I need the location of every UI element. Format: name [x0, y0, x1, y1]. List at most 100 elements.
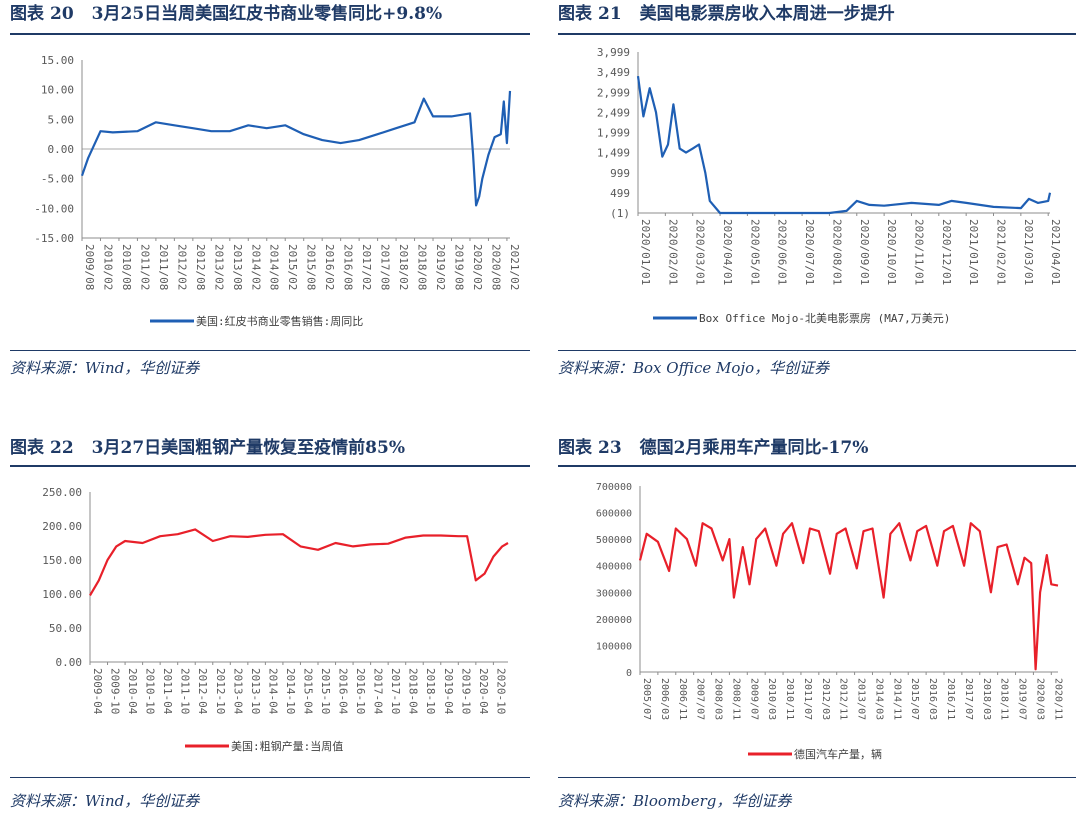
x-tick-label: 2014/03	[873, 678, 884, 720]
x-tick-label: 2021/02	[508, 244, 521, 290]
panel-title-label: 图表	[558, 4, 592, 24]
x-tick-label: 2020/04/01	[721, 219, 734, 285]
x-tick-label: 2012-10	[214, 668, 227, 714]
x-tick-label: 2020/10/01	[885, 219, 898, 285]
x-tick-label: 2006/11	[677, 678, 688, 720]
series-line	[638, 522, 1059, 671]
y-tick-label: 250.00	[42, 486, 82, 499]
x-tick-label: 2013-10	[249, 668, 262, 714]
x-tick-label: 2016/08	[342, 244, 355, 290]
x-tick-label: 2019-04	[442, 668, 455, 715]
x-tick-label: 2015/08	[305, 244, 318, 290]
y-tick-label: 3,499	[597, 66, 630, 79]
x-tick-label: 2017/08	[379, 244, 392, 290]
panel-21: 图表 21 美国电影票房收入本周进一步提升 3,999 3,499 2,999 2,499…	[558, 0, 1080, 390]
x-tick-label: 2009-04	[91, 668, 104, 715]
x-tick-label: 2016/02	[323, 244, 336, 290]
x-tick-label: 2021/02/01	[995, 219, 1008, 285]
y-tick-label: 500000	[596, 535, 632, 546]
y-tick-label: -15.00	[34, 232, 74, 245]
chart-box-office: 3,999 3,499 2,999 2,499 1,999 1,499 999 499 (1) 2…	[597, 46, 1062, 325]
x-tick-label: 2014-10	[284, 668, 297, 714]
y-tick-label: 1,999	[597, 127, 630, 140]
x-tick-label: 2020/03/01	[694, 219, 707, 285]
x-tick-label: 2017-10	[389, 668, 402, 714]
panel-title: 图表 20 3月25日当周美国红皮书商业零售同比+9.8%	[10, 0, 442, 28]
title-underline	[10, 465, 530, 467]
legend-label: 美国:粗钢产量:当周值	[231, 739, 343, 753]
x-tick-label: 2021/04/01	[1049, 219, 1062, 285]
y-tick-label: 1,499	[597, 147, 630, 160]
panel-title-text: 德国2月乘用车产量同比-17%	[639, 438, 869, 458]
x-tick-label: 2015-04	[301, 668, 314, 715]
x-tick-label: 2019/07	[1017, 678, 1028, 720]
x-tick-label: 2020/11	[1052, 678, 1063, 720]
x-tick-label: 2020/02	[471, 244, 484, 290]
x-tick-label: 2018/02	[397, 244, 410, 290]
x-tick-label: 2017-04	[372, 668, 385, 715]
y-tick-label: 600000	[596, 509, 632, 520]
x-tick-label: 2009/08	[83, 244, 96, 290]
y-tick-label: 10.00	[41, 84, 74, 97]
x-tick-label: 2020/05/01	[748, 219, 761, 285]
x-tick-label: 2008/03	[713, 678, 724, 720]
x-tick-label: 2006/03	[659, 678, 670, 720]
x-tick-label: 2020/11/01	[912, 219, 925, 285]
x-tick-label: 2011/08	[157, 244, 170, 290]
x-tick-label: 2010/02	[101, 244, 114, 290]
x-tick-label: 2016-10	[354, 668, 367, 714]
panel-title-number: 21	[598, 4, 622, 24]
x-tick-label: 2012/11	[838, 678, 849, 720]
x-tick-label: 2020-10	[494, 668, 507, 714]
y-tick-label: 100.00	[42, 588, 82, 601]
x-tick-label: 2013-04	[231, 668, 244, 715]
source-note: 资料来源：Bloomberg，华创证券	[558, 792, 792, 810]
panel-title-label: 图表	[558, 438, 592, 458]
x-tick-label: 2019/02	[434, 244, 447, 290]
x-tick-label: 2009/07	[748, 678, 759, 720]
x-tick-label: 2020/01/01	[639, 219, 652, 285]
y-tick-label: 5.00	[48, 113, 75, 126]
panel-23: 图表 23 德国2月乘用车产量同比-17% 700000 600000 500000 40…	[558, 434, 1080, 824]
series-line	[89, 528, 509, 596]
x-tick-label: 2005/07	[641, 678, 652, 720]
x-tick-label: 2011/02	[138, 244, 151, 290]
source-rule	[10, 350, 530, 351]
x-tick-label: 2013/02	[212, 244, 225, 290]
x-tick-label: 2018/03	[981, 678, 992, 720]
x-tick-label: 2020/07/01	[803, 219, 816, 285]
x-tick-label: 2010/11	[784, 678, 795, 720]
y-tick-label: 300000	[596, 588, 632, 599]
panel-title: 图表 23 德国2月乘用车产量同比-17%	[558, 434, 868, 462]
x-tick-label: 2017/07	[963, 678, 974, 720]
x-tick-label: 2010/08	[120, 244, 133, 290]
x-tick-label: 2012/08	[194, 244, 207, 290]
y-tick-label: 200000	[596, 615, 632, 626]
x-tick-label: 2020/02/01	[666, 219, 679, 285]
x-tick-label: 2010/03	[766, 678, 777, 720]
x-tick-label: 2014/02	[249, 244, 262, 290]
source-rule	[558, 350, 1076, 351]
source-rule	[558, 777, 1076, 778]
x-tick-label: 2012-04	[196, 668, 209, 715]
x-tick-label: 2018-10	[424, 668, 437, 714]
panel-title-label: 图表	[10, 438, 44, 458]
y-tick-label: 400000	[596, 562, 632, 573]
x-tick-label: 2012/03	[820, 678, 831, 720]
source-note: 资料来源：Box Office Mojo，华创证券	[558, 359, 830, 377]
x-tick-label: 2010-10	[144, 668, 157, 714]
x-tick-label: 2016/11	[945, 678, 956, 720]
y-tick-label: 499	[610, 187, 630, 200]
x-tick-label: 2019-10	[459, 668, 472, 714]
panel-title-number: 23	[598, 438, 622, 458]
y-tick-label: 2,999	[597, 86, 630, 99]
chart-steel-output: 250.00 200.00 150.00 100.00 50.00 0.00 2009-04…	[42, 486, 509, 753]
x-tick-label: 2009-10	[109, 668, 122, 714]
panel-22: 图表 22 3月27日美国粗钢产量恢复至疫情前85% 250.00 200.00 150…	[10, 434, 530, 824]
x-tick-label: 2020-04	[477, 668, 490, 715]
x-tick-label: 2007/07	[695, 678, 706, 720]
y-tick-label: 3,999	[597, 46, 630, 59]
y-tick-label: 100000	[596, 641, 632, 652]
x-tick-label: 2011/07	[802, 678, 813, 720]
x-tick-label: 2014-04	[266, 668, 279, 715]
